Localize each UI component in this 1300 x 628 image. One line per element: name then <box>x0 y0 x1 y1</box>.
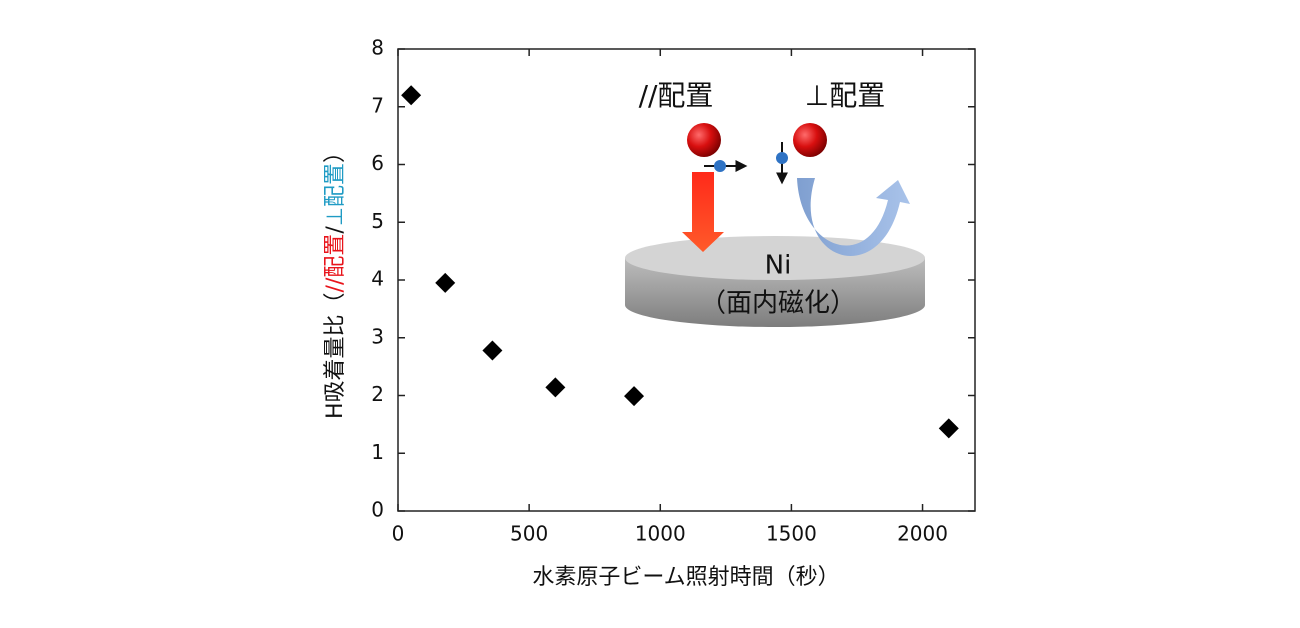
y-axis-label: H吸着量比（//配置/⊥配置） <box>323 141 348 419</box>
point <box>545 377 566 398</box>
point <box>624 386 645 407</box>
y-axis-label-part: H吸着量比（ <box>323 292 348 419</box>
y-tick-label: 3 <box>371 324 384 348</box>
annotation: ⊥配置 <box>805 79 885 112</box>
y-tick-label: 1 <box>371 440 384 464</box>
y-tick-label: 5 <box>371 209 384 233</box>
x-tick-label: 2000 <box>897 522 948 546</box>
atom <box>687 123 721 157</box>
inset-diagram <box>625 123 925 327</box>
x-axis-label: 水素原子ビーム照射時間（秒） <box>532 565 839 590</box>
y-axis-label-part: ⊥配置 <box>323 163 348 226</box>
point <box>401 85 422 106</box>
x-tick-label: 500 <box>510 522 548 546</box>
electron <box>776 152 788 164</box>
y-tick-label: 7 <box>371 93 384 117</box>
y-tick-label: 0 <box>371 498 384 522</box>
y-tick-label: 2 <box>371 382 384 406</box>
annotation: （面内磁化） <box>700 289 856 319</box>
point <box>938 418 959 439</box>
point <box>482 340 503 361</box>
annotation: //配置 <box>639 79 714 112</box>
red-arrow <box>682 172 724 252</box>
x-tick-label: 0 <box>392 522 405 546</box>
blue-arrow <box>797 178 910 256</box>
y-tick-label: 4 <box>371 267 384 291</box>
atom <box>793 123 827 157</box>
annotation: Ni <box>765 251 792 281</box>
electron <box>714 160 726 172</box>
y-axis-label-part: / <box>323 226 348 234</box>
y-tick-label: 6 <box>371 151 384 175</box>
y-axis-label-part: //配置 <box>323 234 348 293</box>
x-tick-label: 1000 <box>635 522 686 546</box>
y-tick-label: 8 <box>371 36 384 60</box>
x-tick-label: 1500 <box>766 522 817 546</box>
y-axis-label-part: ） <box>323 141 348 163</box>
point <box>435 272 456 293</box>
